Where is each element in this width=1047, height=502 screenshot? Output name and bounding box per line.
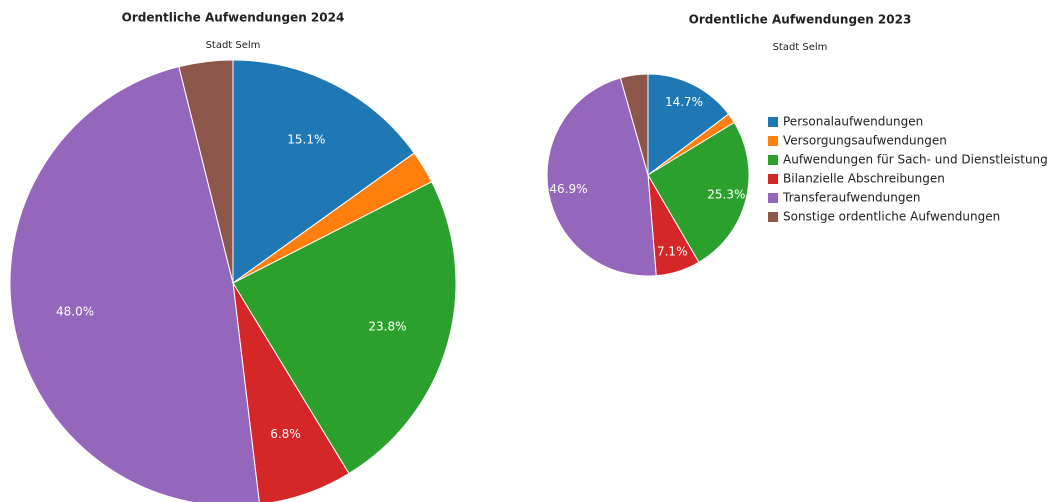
legend-label: Transferaufwendungen	[782, 191, 920, 205]
legend-swatch	[768, 193, 778, 203]
slice-label: 14.7%	[665, 95, 703, 109]
slice-label: 23.8%	[368, 319, 406, 333]
pie-slice	[619, 73, 649, 176]
chart-title: Ordentliche Aufwendungen 2024	[122, 11, 345, 25]
slice-label: 25.3%	[707, 187, 745, 201]
legend-swatch	[768, 117, 778, 127]
slice-label: 48.0%	[56, 305, 94, 319]
legend-label: Personalaufwendungen	[783, 115, 923, 129]
legend-label: Versorgungsaufwendungen	[783, 134, 947, 148]
chart-subtitle: Stadt Selm	[773, 42, 828, 53]
pie-slice	[647, 121, 750, 263]
chart-subtitle: Stadt Selm	[206, 40, 261, 51]
pie-slice	[178, 59, 234, 284]
legend-label: Aufwendungen für Sach- und Dienstleistun…	[783, 153, 1047, 167]
legend-label: Sonstige ordentliche Aufwendungen	[783, 210, 1000, 224]
pie-slice	[546, 77, 657, 277]
slice-label: 46.9%	[549, 182, 587, 196]
pie-slice	[232, 282, 350, 502]
legend-swatch	[768, 174, 778, 184]
legend-label: Bilanzielle Abschreibungen	[783, 172, 945, 186]
chart-title: Ordentliche Aufwendungen 2023	[689, 13, 912, 27]
legend-swatch	[768, 136, 778, 146]
pie-slice	[232, 181, 457, 475]
slice-label: 15.1%	[287, 133, 325, 147]
legend-swatch	[768, 155, 778, 165]
legend-swatch	[768, 212, 778, 222]
pie-slice	[647, 73, 730, 177]
slice-label: 6.8%	[270, 427, 301, 441]
pie-slice	[9, 66, 260, 502]
slice-label: 7.1%	[657, 245, 688, 259]
pie-slice	[232, 59, 415, 284]
